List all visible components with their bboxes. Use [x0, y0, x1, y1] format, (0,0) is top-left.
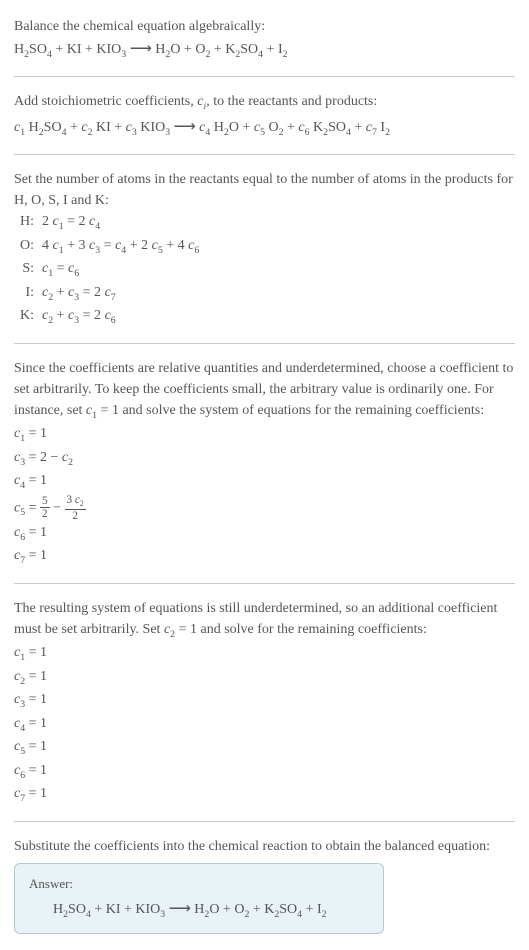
solve2-intro: The resulting system of equations is sti… — [14, 598, 515, 642]
intro-text: Balance the chemical equation algebraica… — [14, 16, 515, 37]
solve2-rows: c1 = 1c2 = 1c3 = 1c4 = 1c5 = 1c6 = 1c7 =… — [14, 642, 515, 806]
equation-balanced: H2SO4 + KI + KIO3 ⟶ H2O + O2 + K2SO4 + I… — [29, 897, 369, 922]
coeff-row: c7 = 1 — [14, 545, 515, 568]
text: = 1 and solve for the remaining coeffici… — [175, 622, 427, 637]
text: , to the reactants and products: — [206, 94, 377, 109]
section-solve1: Since the coefficients are relative quan… — [14, 352, 515, 575]
atom-balance-intro: Set the number of atoms in the reactants… — [14, 169, 515, 211]
atom-equation: c1 = c6 — [42, 258, 515, 281]
atom-row: S:c1 = c6 — [14, 258, 515, 281]
atom-label: H: — [14, 211, 42, 234]
section-answer: Substitute the coefficients into the che… — [14, 830, 515, 940]
coeff-row: c3 = 2 − c2 — [14, 447, 515, 470]
coeff-row: c1 = 1 — [14, 642, 515, 665]
atom-row: I:c2 + c3 = 2 c7 — [14, 282, 515, 305]
atom-equation: c2 + c3 = 2 c6 — [42, 305, 515, 328]
atom-equation: 2 c1 = 2 c4 — [42, 211, 515, 234]
divider — [14, 343, 515, 344]
coeff-row: c3 = 1 — [14, 689, 515, 712]
atom-label: S: — [14, 258, 42, 281]
atom-equation: c2 + c3 = 2 c7 — [42, 282, 515, 305]
atom-row: K:c2 + c3 = 2 c6 — [14, 305, 515, 328]
coeffs-intro: Add stoichiometric coefficients, ci, to … — [14, 91, 515, 114]
equation-unbalanced: H2SO4 + KI + KIO3 ⟶ H2O + O2 + K2SO4 + I… — [14, 37, 515, 62]
atom-row: H:2 c1 = 2 c4 — [14, 211, 515, 234]
divider — [14, 154, 515, 155]
coeff-row: c5 = 1 — [14, 736, 515, 759]
coeff-row: c2 = 1 — [14, 666, 515, 689]
text: Add stoichiometric coefficients, — [14, 94, 197, 109]
text: = 1 and solve the system of equations fo… — [97, 403, 484, 418]
atom-label: I: — [14, 282, 42, 305]
atom-balance-table: H:2 c1 = 2 c4O:4 c1 + 3 c3 = c4 + 2 c5 +… — [14, 211, 515, 328]
divider — [14, 583, 515, 584]
coeff-row: c6 = 1 — [14, 760, 515, 783]
atom-row: O:4 c1 + 3 c3 = c4 + 2 c5 + 4 c6 — [14, 235, 515, 258]
atom-label: K: — [14, 305, 42, 328]
coeff-row: c5 = 52 − 3 c22 — [14, 494, 515, 522]
equation-with-coeffs: c1 H2SO4 + c2 KI + c3 KIO3 ⟶ c4 H2O + c5… — [14, 115, 515, 140]
coeff-row: c7 = 1 — [14, 783, 515, 806]
answer-box: Answer: H2SO4 + KI + KIO3 ⟶ H2O + O2 + K… — [14, 863, 384, 934]
coeff-row: c4 = 1 — [14, 713, 515, 736]
section-atom-balance: Set the number of atoms in the reactants… — [14, 163, 515, 334]
solve1-rows: c1 = 1c3 = 2 − c2c4 = 1c5 = 52 − 3 c22c6… — [14, 423, 515, 569]
atom-label: O: — [14, 235, 42, 258]
coeff-row: c1 = 1 — [14, 423, 515, 446]
divider — [14, 76, 515, 77]
answer-intro: Substitute the coefficients into the che… — [14, 836, 515, 857]
section-intro: Balance the chemical equation algebraica… — [14, 10, 515, 68]
section-solve2: The resulting system of equations is sti… — [14, 592, 515, 813]
answer-label: Answer: — [29, 874, 369, 894]
section-coeffs: Add stoichiometric coefficients, ci, to … — [14, 85, 515, 146]
solve1-intro: Since the coefficients are relative quan… — [14, 358, 515, 423]
coeff-row: c6 = 1 — [14, 522, 515, 545]
coeff-row: c4 = 1 — [14, 470, 515, 493]
atom-equation: 4 c1 + 3 c3 = c4 + 2 c5 + 4 c6 — [42, 235, 515, 258]
divider — [14, 821, 515, 822]
